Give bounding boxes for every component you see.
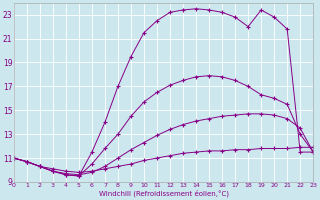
X-axis label: Windchill (Refroidissement éolien,°C): Windchill (Refroidissement éolien,°C) [99, 190, 228, 197]
